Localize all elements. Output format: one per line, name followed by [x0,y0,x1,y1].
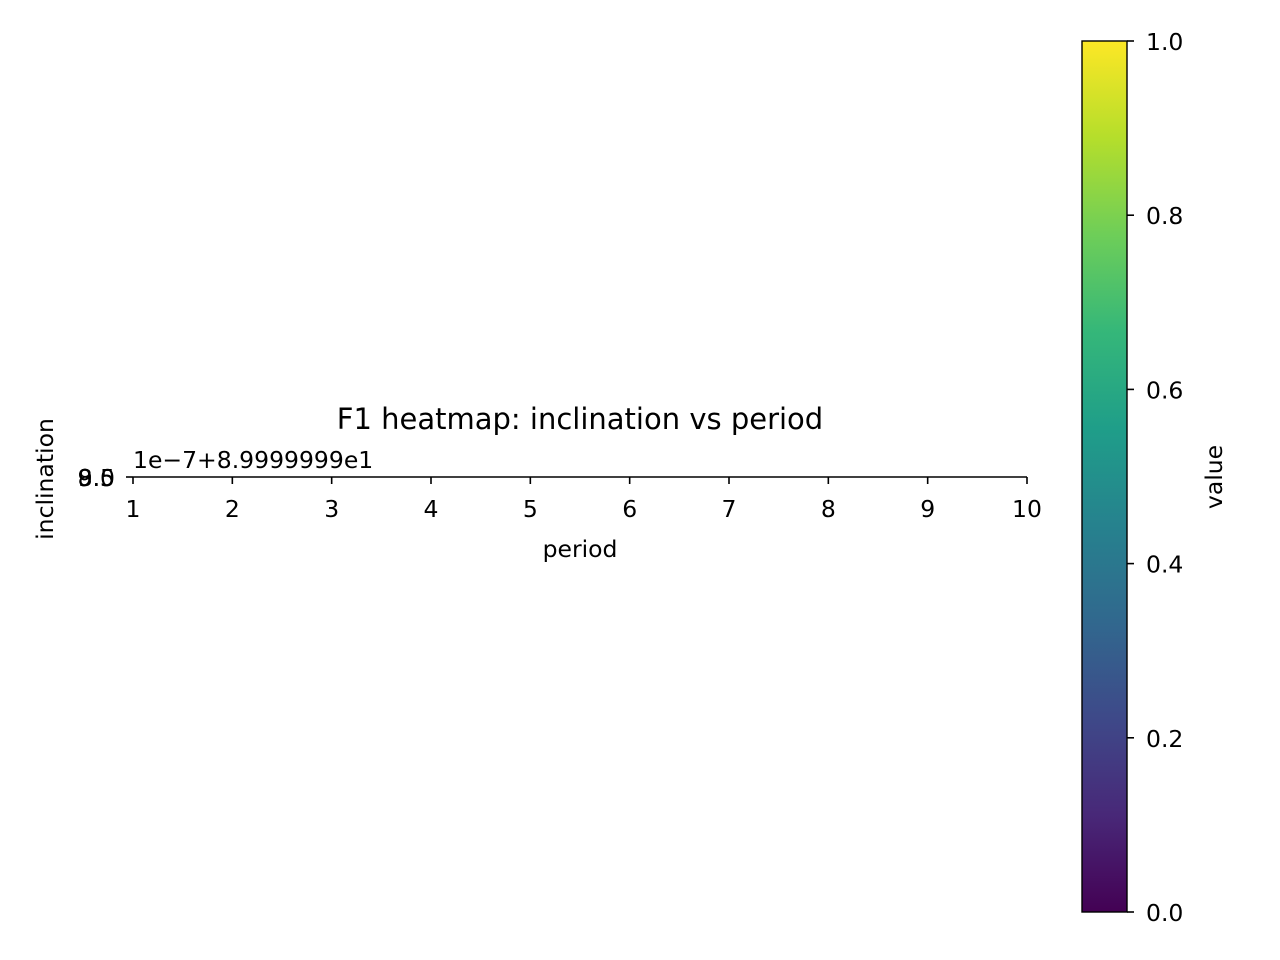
y-axis-offset-text: 1e−7+8.9999999e1 [133,446,373,474]
colorbar-label: value [1200,445,1228,509]
heatmap-axes: 1 2 3 4 5 6 7 8 9 10 9.58.59.0 [78,464,1042,523]
x-tick-label: 7 [722,495,737,523]
colorbar-ticks: 0.0 0.2 0.4 0.6 0.8 1.0 [1127,28,1183,927]
colorbar: 0.0 0.2 0.4 0.6 0.8 1.0 value [1081,28,1228,927]
x-tick-label: 9 [920,495,935,523]
x-tick-label: 4 [424,495,439,523]
colorbar-tick-label: 0.0 [1146,899,1183,927]
x-tick-label: 2 [225,495,240,523]
chart-title: F1 heatmap: inclination vs period [337,402,823,436]
y-tick-label: 9.5 [78,464,115,492]
colorbar-tick-label: 1.0 [1146,28,1183,56]
y-axis-tick-labels: 9.58.59.0 [78,464,115,492]
colorbar-tick-label: 0.2 [1146,725,1183,753]
x-tick-label: 6 [622,495,637,523]
colorbar-fill [1081,40,1128,913]
colorbar-tick-label: 0.6 [1146,376,1183,404]
x-tick-label: 5 [523,495,538,523]
x-tick-label: 1 [126,495,141,523]
x-axis-label: period [543,535,618,563]
x-tick-label: 10 [1012,495,1042,523]
x-tick-label: 8 [821,495,836,523]
y-tick-label: 9.0 [78,464,115,492]
colorbar-tick-label: 0.4 [1146,551,1183,579]
y-axis-label: inclination [31,418,59,540]
x-axis-ticks: 1 2 3 4 5 6 7 8 9 10 [126,477,1042,523]
x-tick-label: 3 [324,495,339,523]
y-tick-label: 8.5 [78,464,115,492]
colorbar-tick-label: 0.8 [1146,202,1183,230]
